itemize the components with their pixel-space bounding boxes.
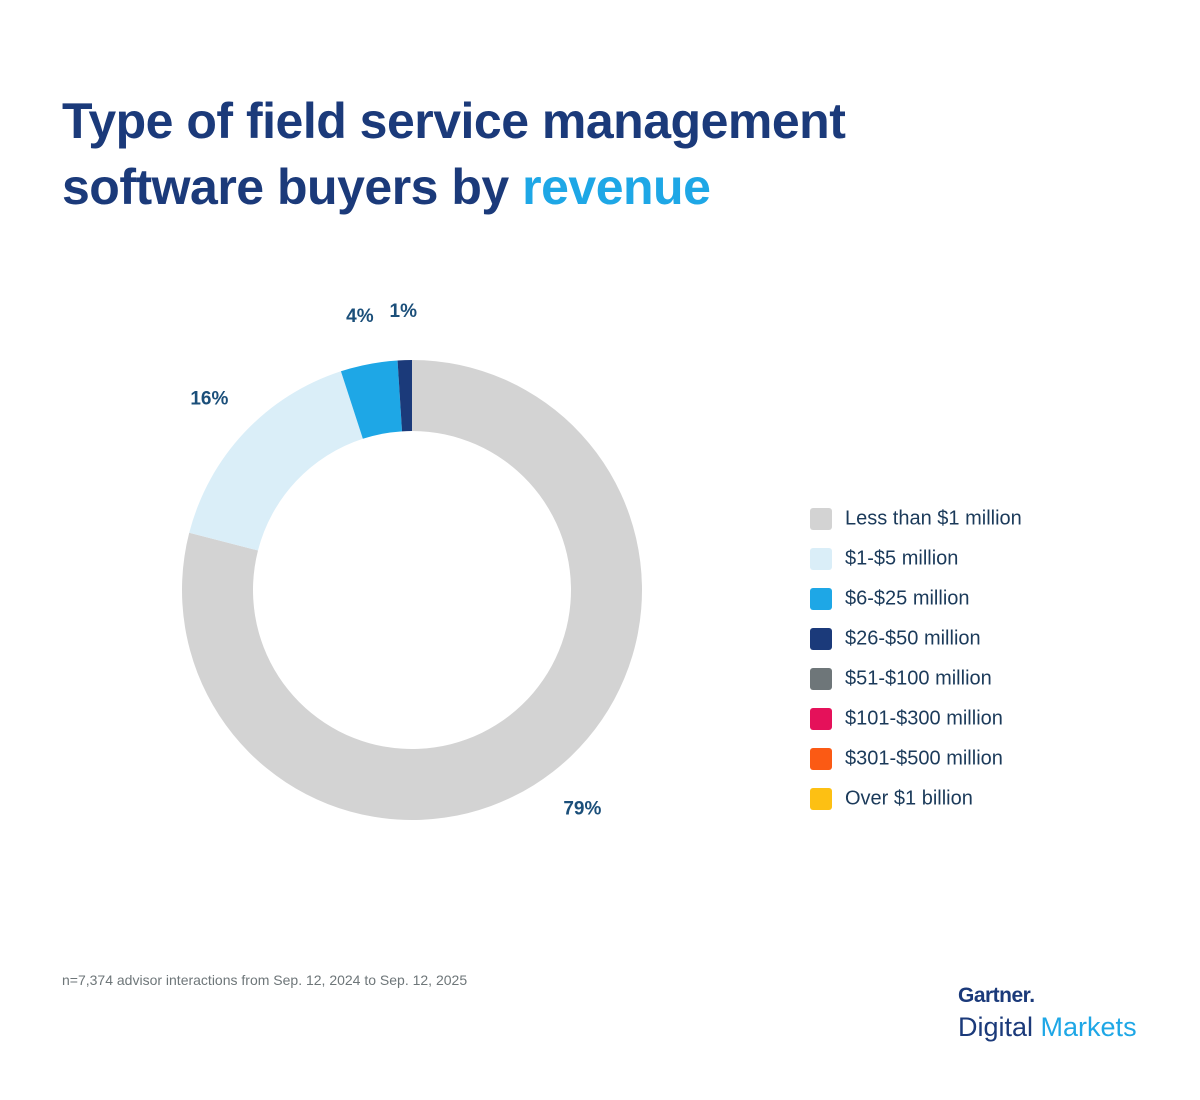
brand-product-word: Markets xyxy=(1040,1012,1137,1042)
donut-segment xyxy=(397,360,412,432)
legend-label: $1-$5 million xyxy=(845,547,958,569)
legend-swatch xyxy=(810,628,832,650)
legend-swatch xyxy=(810,508,832,530)
data-label: 1% xyxy=(390,301,418,322)
donut-segment xyxy=(340,360,403,439)
brand-logo: Gartner. Digital Markets xyxy=(958,984,1137,1043)
legend-swatch xyxy=(810,548,832,570)
brand-product-word: Digital xyxy=(958,1012,1034,1042)
brand-product: Digital Markets xyxy=(958,1012,1137,1043)
footnote: n=7,374 advisor interactions from Sep. 1… xyxy=(62,972,468,988)
legend-swatch xyxy=(810,748,832,770)
legend-label: Less than $1 million xyxy=(845,507,1022,529)
legend-label: $6-$25 million xyxy=(845,587,970,609)
data-label: 79% xyxy=(563,799,601,820)
legend-label: $26-$50 million xyxy=(845,627,981,649)
chart-title: Type of field service management softwar… xyxy=(62,93,846,215)
data-label: 4% xyxy=(346,306,374,327)
legend-label: Over $1 billion xyxy=(845,787,973,809)
legend-swatch xyxy=(810,788,832,810)
legend-label: $101-$300 million xyxy=(845,707,1003,729)
legend-swatch xyxy=(810,668,832,690)
legend-swatch xyxy=(810,588,832,610)
legend-label: $51-$100 million xyxy=(845,667,992,689)
donut-segment xyxy=(189,371,363,551)
title-highlight: revenue xyxy=(522,159,711,215)
legend-label: $301-$500 million xyxy=(845,747,1003,769)
title-block: Type of field service management softwar… xyxy=(62,88,1022,220)
data-label: 16% xyxy=(190,389,228,410)
brand-name: Gartner. xyxy=(958,984,1035,1007)
donut-segment xyxy=(181,360,643,820)
legend-swatch xyxy=(810,708,832,730)
